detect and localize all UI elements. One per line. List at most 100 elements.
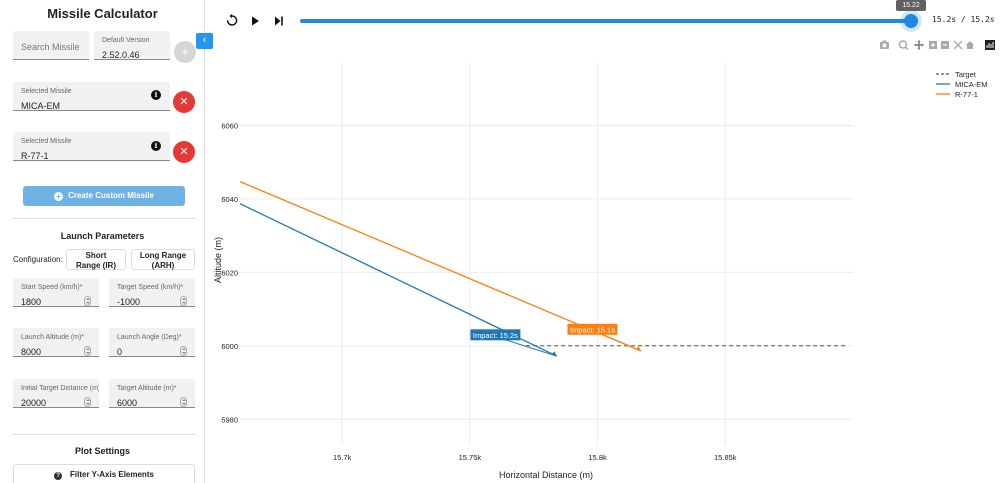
zoom-icon[interactable] — [898, 40, 909, 51]
timeline-slider[interactable] — [300, 19, 912, 23]
field-value: 6000 — [117, 398, 138, 408]
remove-missile-button-1[interactable]: ✕ — [173, 91, 195, 113]
add-missile-button[interactable]: plus+ — [174, 41, 196, 63]
annotation-arrow — [505, 339, 557, 357]
selected-missile-label: Selected Missile — [21, 138, 72, 145]
info-icon[interactable]: i — [151, 90, 161, 100]
create-custom-missile-button[interactable]: + Create Custom Missile — [23, 186, 185, 206]
field-label: Target Speed (km/h)* — [117, 284, 184, 291]
field-label: Target Altitude (m)* — [117, 385, 177, 392]
zoom-in-icon[interactable] — [929, 41, 937, 49]
search-placeholder: Search Missile — [21, 42, 80, 52]
default-version-label: Default Version — [102, 37, 150, 44]
field-value: 8000 — [21, 347, 42, 357]
y-tick-label: 6020 — [221, 268, 238, 277]
y-axis-ticks: 5980 6000 6020 6040 6060 — [221, 121, 238, 424]
slider-tooltip: 15.22 — [896, 0, 926, 11]
field-value: -1000 — [117, 297, 141, 307]
plot-settings-title: Plot Settings — [74, 446, 130, 456]
legend-label: R-77-1 — [955, 90, 978, 99]
selected-missile-value: MICA-EM — [21, 101, 60, 111]
annotation-arrow — [602, 333, 642, 352]
timeline-slider-thumb[interactable] — [904, 14, 918, 28]
target-speed-input[interactable]: Target Speed (km/h)* -1000 — [109, 278, 195, 307]
initial-target-distance-input[interactable]: Initial Target Distance (m) 20000 — [13, 379, 99, 408]
annotation-box — [567, 323, 618, 335]
stepper-icon[interactable] — [84, 346, 91, 356]
legend-label: MICA-EM — [955, 80, 988, 89]
start-speed-input[interactable]: Start Speed (km/h)* 1800 — [13, 278, 99, 307]
create-button-label: Create Custom Missile — [68, 191, 154, 200]
selected-missile-field-1[interactable]: Selected Missile MICA-EM — [13, 82, 170, 111]
y-tick-label: 6040 — [221, 195, 238, 204]
selected-missile-field-2[interactable]: Selected Missile R-77-1 — [13, 132, 170, 161]
chevron-left-icon: ‹ — [202, 34, 207, 46]
config-long-range-line-2: (ARH) — [151, 261, 175, 270]
play-icon[interactable] — [251, 16, 260, 26]
selected-missile-value: R-77-1 — [21, 151, 49, 161]
plotly-logo-icon[interactable] — [985, 40, 995, 50]
autoscale-icon[interactable] — [953, 40, 963, 50]
x-tick-label: 15.8k — [588, 453, 607, 462]
annotation-label: Impact: 15.1s — [570, 325, 615, 334]
config-short-range-button[interactable]: Short Range (IR) — [66, 249, 126, 270]
home-icon[interactable] — [966, 41, 974, 49]
legend-label: Target — [955, 70, 977, 79]
annotation-box — [470, 329, 521, 341]
x-tick-label: 15.7k — [333, 453, 352, 462]
plot-grid — [240, 63, 853, 445]
target-altitude-input[interactable]: Target Altitude (m)* 6000 — [109, 379, 195, 408]
field-label: Launch Angle (Deg)* — [117, 334, 182, 341]
x-tick-label: 15.75k — [459, 453, 482, 462]
config-long-range-button[interactable]: Long Range (ARH) — [131, 249, 195, 270]
field-value: 20000 — [21, 398, 47, 408]
search-missile-input[interactable]: Search Missile — [13, 31, 89, 60]
stepper-icon[interactable] — [84, 296, 91, 306]
time-readout: 15.2s / 15.2s — [932, 15, 995, 24]
zoom-out-icon[interactable] — [941, 41, 949, 49]
camera-icon[interactable] — [880, 40, 889, 50]
stepper-icon[interactable] — [180, 346, 187, 356]
annotation-arrowhead — [551, 351, 557, 357]
launch-altitude-input[interactable]: Launch Altitude (m)* 8000 — [13, 328, 99, 357]
stepper-icon[interactable] — [180, 397, 187, 407]
info-icon[interactable]: i — [151, 141, 161, 151]
filter-y-axis-button[interactable]: ? Filter Y-Axis Elements — [13, 464, 195, 483]
collapse-sidebar-button[interactable]: ‹ — [196, 33, 213, 49]
annotation-arrowhead — [636, 345, 642, 351]
stepper-icon[interactable] — [84, 397, 91, 407]
x-axis-title: Horizontal Distance (m) — [499, 470, 593, 480]
plus-circle-icon: + — [54, 192, 64, 201]
modebar — [880, 40, 995, 51]
config-short-range-line-2: Range (IR) — [76, 261, 116, 270]
y-tick-label: 6060 — [221, 121, 238, 130]
field-value: 0 — [117, 347, 123, 357]
default-version-field[interactable]: Default Version 2.52.0.46 — [94, 31, 170, 60]
app-title: Missile Calculator — [47, 6, 158, 21]
plot-series — [239, 181, 846, 357]
config-short-range-line-1: Short — [85, 251, 107, 260]
field-label: Start Speed (km/h)* — [21, 284, 83, 291]
field-value: 1800 — [21, 297, 42, 307]
default-version-value: 2.52.0.46 — [102, 50, 140, 60]
config-long-range-line-1: Long Range — [139, 251, 187, 260]
remove-missile-button-2[interactable]: ✕ — [173, 141, 195, 163]
configuration-label: Configuration: — [13, 255, 63, 264]
plot-annotations: Impact: 15.2s Impact: 15.1s — [470, 323, 642, 357]
y-tick-label: 5980 — [221, 415, 238, 424]
field-label: Launch Altitude (m)* — [21, 334, 85, 341]
x-tick-label: 15.85k — [714, 453, 737, 462]
x-axis-ticks: 15.7k 15.75k 15.8k 15.85k — [333, 453, 737, 462]
launch-parameters-title: Launch Parameters — [60, 231, 145, 241]
divider — [12, 218, 195, 219]
launch-angle-input[interactable]: Launch Angle (Deg)* 0 — [109, 328, 195, 357]
skip-to-end-icon[interactable] — [274, 16, 284, 26]
y-axis-title: Altitude (m) — [213, 237, 223, 283]
stepper-icon[interactable] — [180, 296, 187, 306]
replay-icon[interactable] — [226, 14, 238, 27]
y-tick-label: 6000 — [221, 342, 238, 351]
pan-icon[interactable] — [914, 40, 924, 50]
help-icon: ? — [54, 472, 63, 480]
